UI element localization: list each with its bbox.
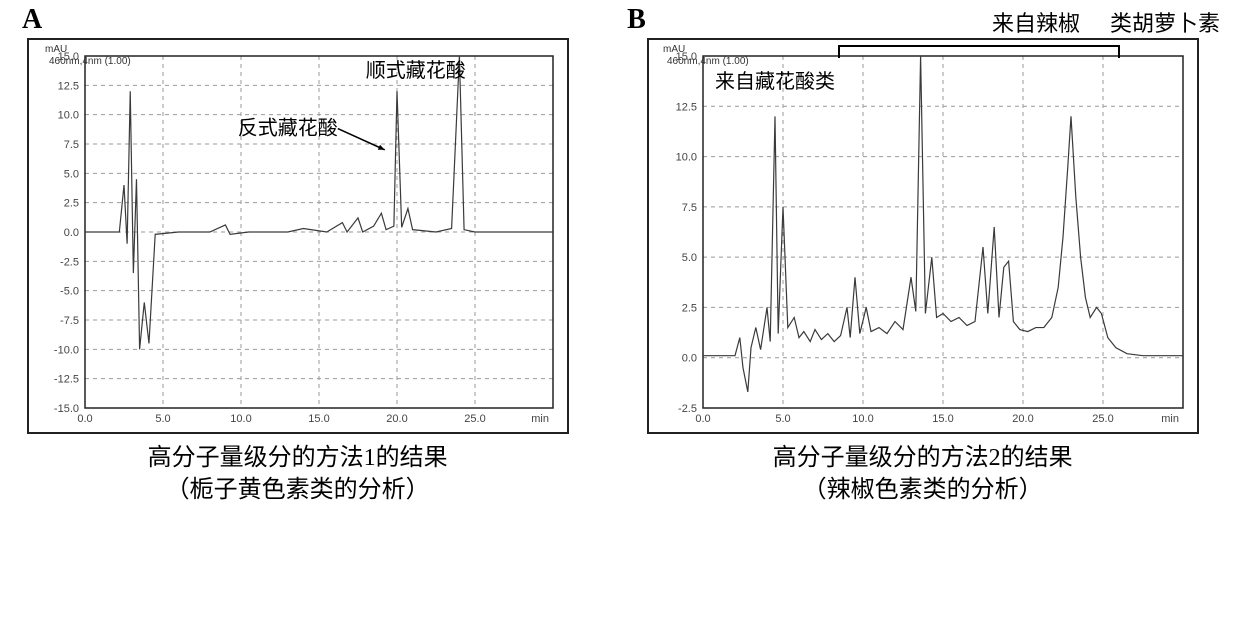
svg-text:-10.0: -10.0 xyxy=(54,344,79,356)
svg-text:-12.5: -12.5 xyxy=(54,374,79,386)
svg-text:0.0: 0.0 xyxy=(695,413,710,425)
svg-text:12.5: 12.5 xyxy=(675,101,696,113)
svg-text:-2.5: -2.5 xyxy=(60,256,79,268)
panel-a: A mAU460nm,4nm (1.00)-15.0-12.5-10.0-7.5… xyxy=(10,10,585,507)
caption-b: 高分子量级分的方法2的结果 （辣椒色素类的分析） xyxy=(773,442,1073,507)
chart-a-box: mAU460nm,4nm (1.00)-15.0-12.5-10.0-7.5-5… xyxy=(27,38,569,434)
svg-text:2.5: 2.5 xyxy=(681,302,696,314)
top-label-carotenoid: 类胡萝卜素 xyxy=(1110,6,1220,38)
svg-text:-5.0: -5.0 xyxy=(60,286,79,298)
svg-text:7.5: 7.5 xyxy=(681,202,696,214)
svg-text:10.0: 10.0 xyxy=(57,110,78,122)
svg-text:15.0: 15.0 xyxy=(308,413,329,425)
svg-text:25.0: 25.0 xyxy=(1092,413,1113,425)
caption-b-line2: （辣椒色素类的分析） xyxy=(803,477,1043,503)
svg-text:顺式藏花酸: 顺式藏花酸 xyxy=(365,59,465,82)
svg-text:0.0: 0.0 xyxy=(681,353,696,365)
panel-b: B 来自辣椒 类胡萝卜素 mAU460nm,4nm (1.00)-2.50.02… xyxy=(615,10,1230,507)
svg-text:10.0: 10.0 xyxy=(852,413,873,425)
svg-text:7.5: 7.5 xyxy=(63,139,78,151)
chart-b-svg: mAU460nm,4nm (1.00)-2.50.02.55.07.510.01… xyxy=(649,40,1197,432)
caption-b-line1: 高分子量级分的方法2的结果 xyxy=(773,445,1073,471)
svg-text:-7.5: -7.5 xyxy=(60,315,79,327)
svg-text:10.0: 10.0 xyxy=(675,152,696,164)
svg-text:25.0: 25.0 xyxy=(464,413,485,425)
chart-a-svg: mAU460nm,4nm (1.00)-15.0-12.5-10.0-7.5-5… xyxy=(29,40,567,432)
svg-text:5.0: 5.0 xyxy=(681,252,696,264)
caption-a-line1: 高分子量级分的方法1的结果 xyxy=(148,445,448,471)
caption-a: 高分子量级分的方法1的结果 （栀子黄色素类的分析） xyxy=(148,442,448,507)
top-label-pepper: 来自辣椒 xyxy=(992,6,1080,38)
svg-text:15.0: 15.0 xyxy=(57,51,78,63)
svg-text:15.0: 15.0 xyxy=(932,413,953,425)
svg-text:5.0: 5.0 xyxy=(63,168,78,180)
svg-text:来自藏花酸类: 来自藏花酸类 xyxy=(715,70,835,93)
panels-row: A mAU460nm,4nm (1.00)-15.0-12.5-10.0-7.5… xyxy=(10,10,1230,507)
svg-text:0.0: 0.0 xyxy=(63,227,78,239)
svg-text:反式藏花酸: 反式藏花酸 xyxy=(237,117,337,140)
svg-text:20.0: 20.0 xyxy=(386,413,407,425)
svg-text:2.5: 2.5 xyxy=(63,198,78,210)
svg-text:5.0: 5.0 xyxy=(775,413,790,425)
caption-a-line2: （栀子黄色素类的分析） xyxy=(166,477,430,503)
svg-text:0.0: 0.0 xyxy=(77,413,92,425)
svg-text:5.0: 5.0 xyxy=(155,413,170,425)
svg-text:20.0: 20.0 xyxy=(1012,413,1033,425)
svg-text:12.5: 12.5 xyxy=(57,80,78,92)
svg-text:min: min xyxy=(531,413,549,425)
svg-text:-2.5: -2.5 xyxy=(678,403,697,415)
svg-text:-15.0: -15.0 xyxy=(54,403,79,415)
panel-b-top-labels: 来自辣椒 类胡萝卜素 xyxy=(992,6,1220,38)
svg-text:min: min xyxy=(1161,413,1179,425)
svg-text:15.0: 15.0 xyxy=(675,51,696,63)
panel-b-letter: B xyxy=(627,4,646,36)
panel-a-letter: A xyxy=(22,4,42,36)
chart-b-box: mAU460nm,4nm (1.00)-2.50.02.55.07.510.01… xyxy=(647,38,1199,434)
svg-text:10.0: 10.0 xyxy=(230,413,251,425)
